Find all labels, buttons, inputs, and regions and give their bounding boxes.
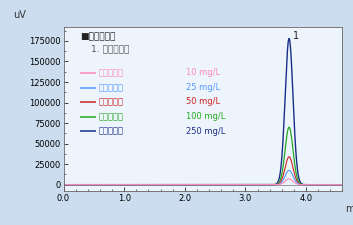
Text: 25 mg/L: 25 mg/L [186, 83, 220, 92]
Text: カフェイン: カフェイン [98, 127, 124, 136]
Text: カフェイン: カフェイン [98, 68, 124, 77]
Text: 10 mg/L: 10 mg/L [186, 68, 220, 77]
Text: カフェイン: カフェイン [98, 83, 124, 92]
Text: 1: 1 [293, 31, 299, 41]
Text: カフェイン: カフェイン [98, 97, 124, 106]
Text: 1. カフェイン: 1. カフェイン [91, 44, 130, 53]
Text: 50 mg/L: 50 mg/L [186, 97, 220, 106]
Text: min: min [345, 204, 353, 214]
Text: 100 mg/L: 100 mg/L [186, 112, 226, 121]
Text: 250 mg/L: 250 mg/L [186, 127, 226, 136]
Text: カフェイン: カフェイン [98, 112, 124, 121]
Text: uV: uV [13, 10, 26, 20]
Text: ■ピーク成分: ■ピーク成分 [80, 33, 116, 42]
